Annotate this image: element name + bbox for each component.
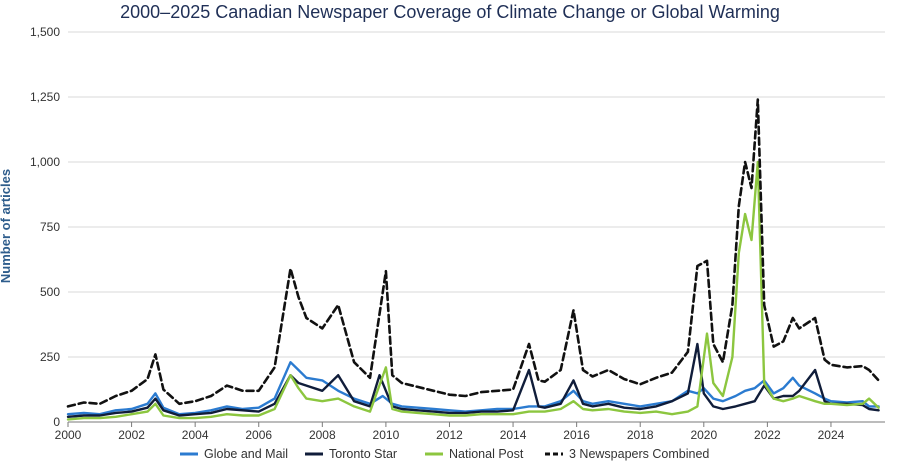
x-tick-label: 2018	[627, 428, 654, 442]
series-line-national-post	[66, 160, 880, 421]
y-axis-ticks: 0 250 500 750 1,000 1,250 1,500	[30, 25, 60, 429]
x-tick-label: 2020	[690, 428, 717, 442]
x-tick-label: 2004	[182, 428, 209, 442]
y-axis-label: Number of articles	[0, 169, 13, 283]
chart-title: 2000–2025 Canadian Newspaper Coverage of…	[120, 2, 780, 22]
legend: Globe and Mail Toronto Star National Post 3…	[180, 447, 709, 461]
y-tick-label: 750	[40, 220, 60, 234]
y-tick-label: 250	[40, 350, 60, 364]
x-tick-label: 2000	[55, 428, 82, 442]
x-tick-label: 2022	[754, 428, 781, 442]
y-tick-label: 1,000	[30, 155, 60, 169]
x-tick-label: 2006	[245, 428, 272, 442]
x-axis-ticks: 2000 2002 2004 2006 2008 2010 2012 2014 2016 2018…	[55, 422, 845, 442]
series-line-3-newspapers-combined	[66, 98, 880, 408]
y-tick-label: 0	[53, 415, 60, 429]
x-tick-label: 2016	[563, 428, 590, 442]
y-tick-label: 1,500	[30, 25, 60, 39]
legend-entry: Globe and Mail	[204, 447, 288, 461]
y-tick-label: 500	[40, 285, 60, 299]
x-tick-label: 2002	[118, 428, 145, 442]
x-tick-label: 2008	[309, 428, 336, 442]
series-line-toronto-star	[66, 342, 880, 418]
grid-lines	[68, 31, 885, 423]
x-tick-label: 2010	[373, 428, 400, 442]
y-tick-label: 1,250	[30, 90, 60, 104]
x-tick-label: 2024	[818, 428, 845, 442]
x-tick-label: 2012	[436, 428, 463, 442]
legend-entry: National Post	[449, 447, 524, 461]
series-lines	[66, 98, 880, 421]
x-tick-label: 2014	[500, 428, 527, 442]
legend-entry: 3 Newspapers Combined	[569, 447, 709, 461]
series-line-globe-and-mail	[66, 361, 880, 416]
legend-entry: Toronto Star	[329, 447, 397, 461]
